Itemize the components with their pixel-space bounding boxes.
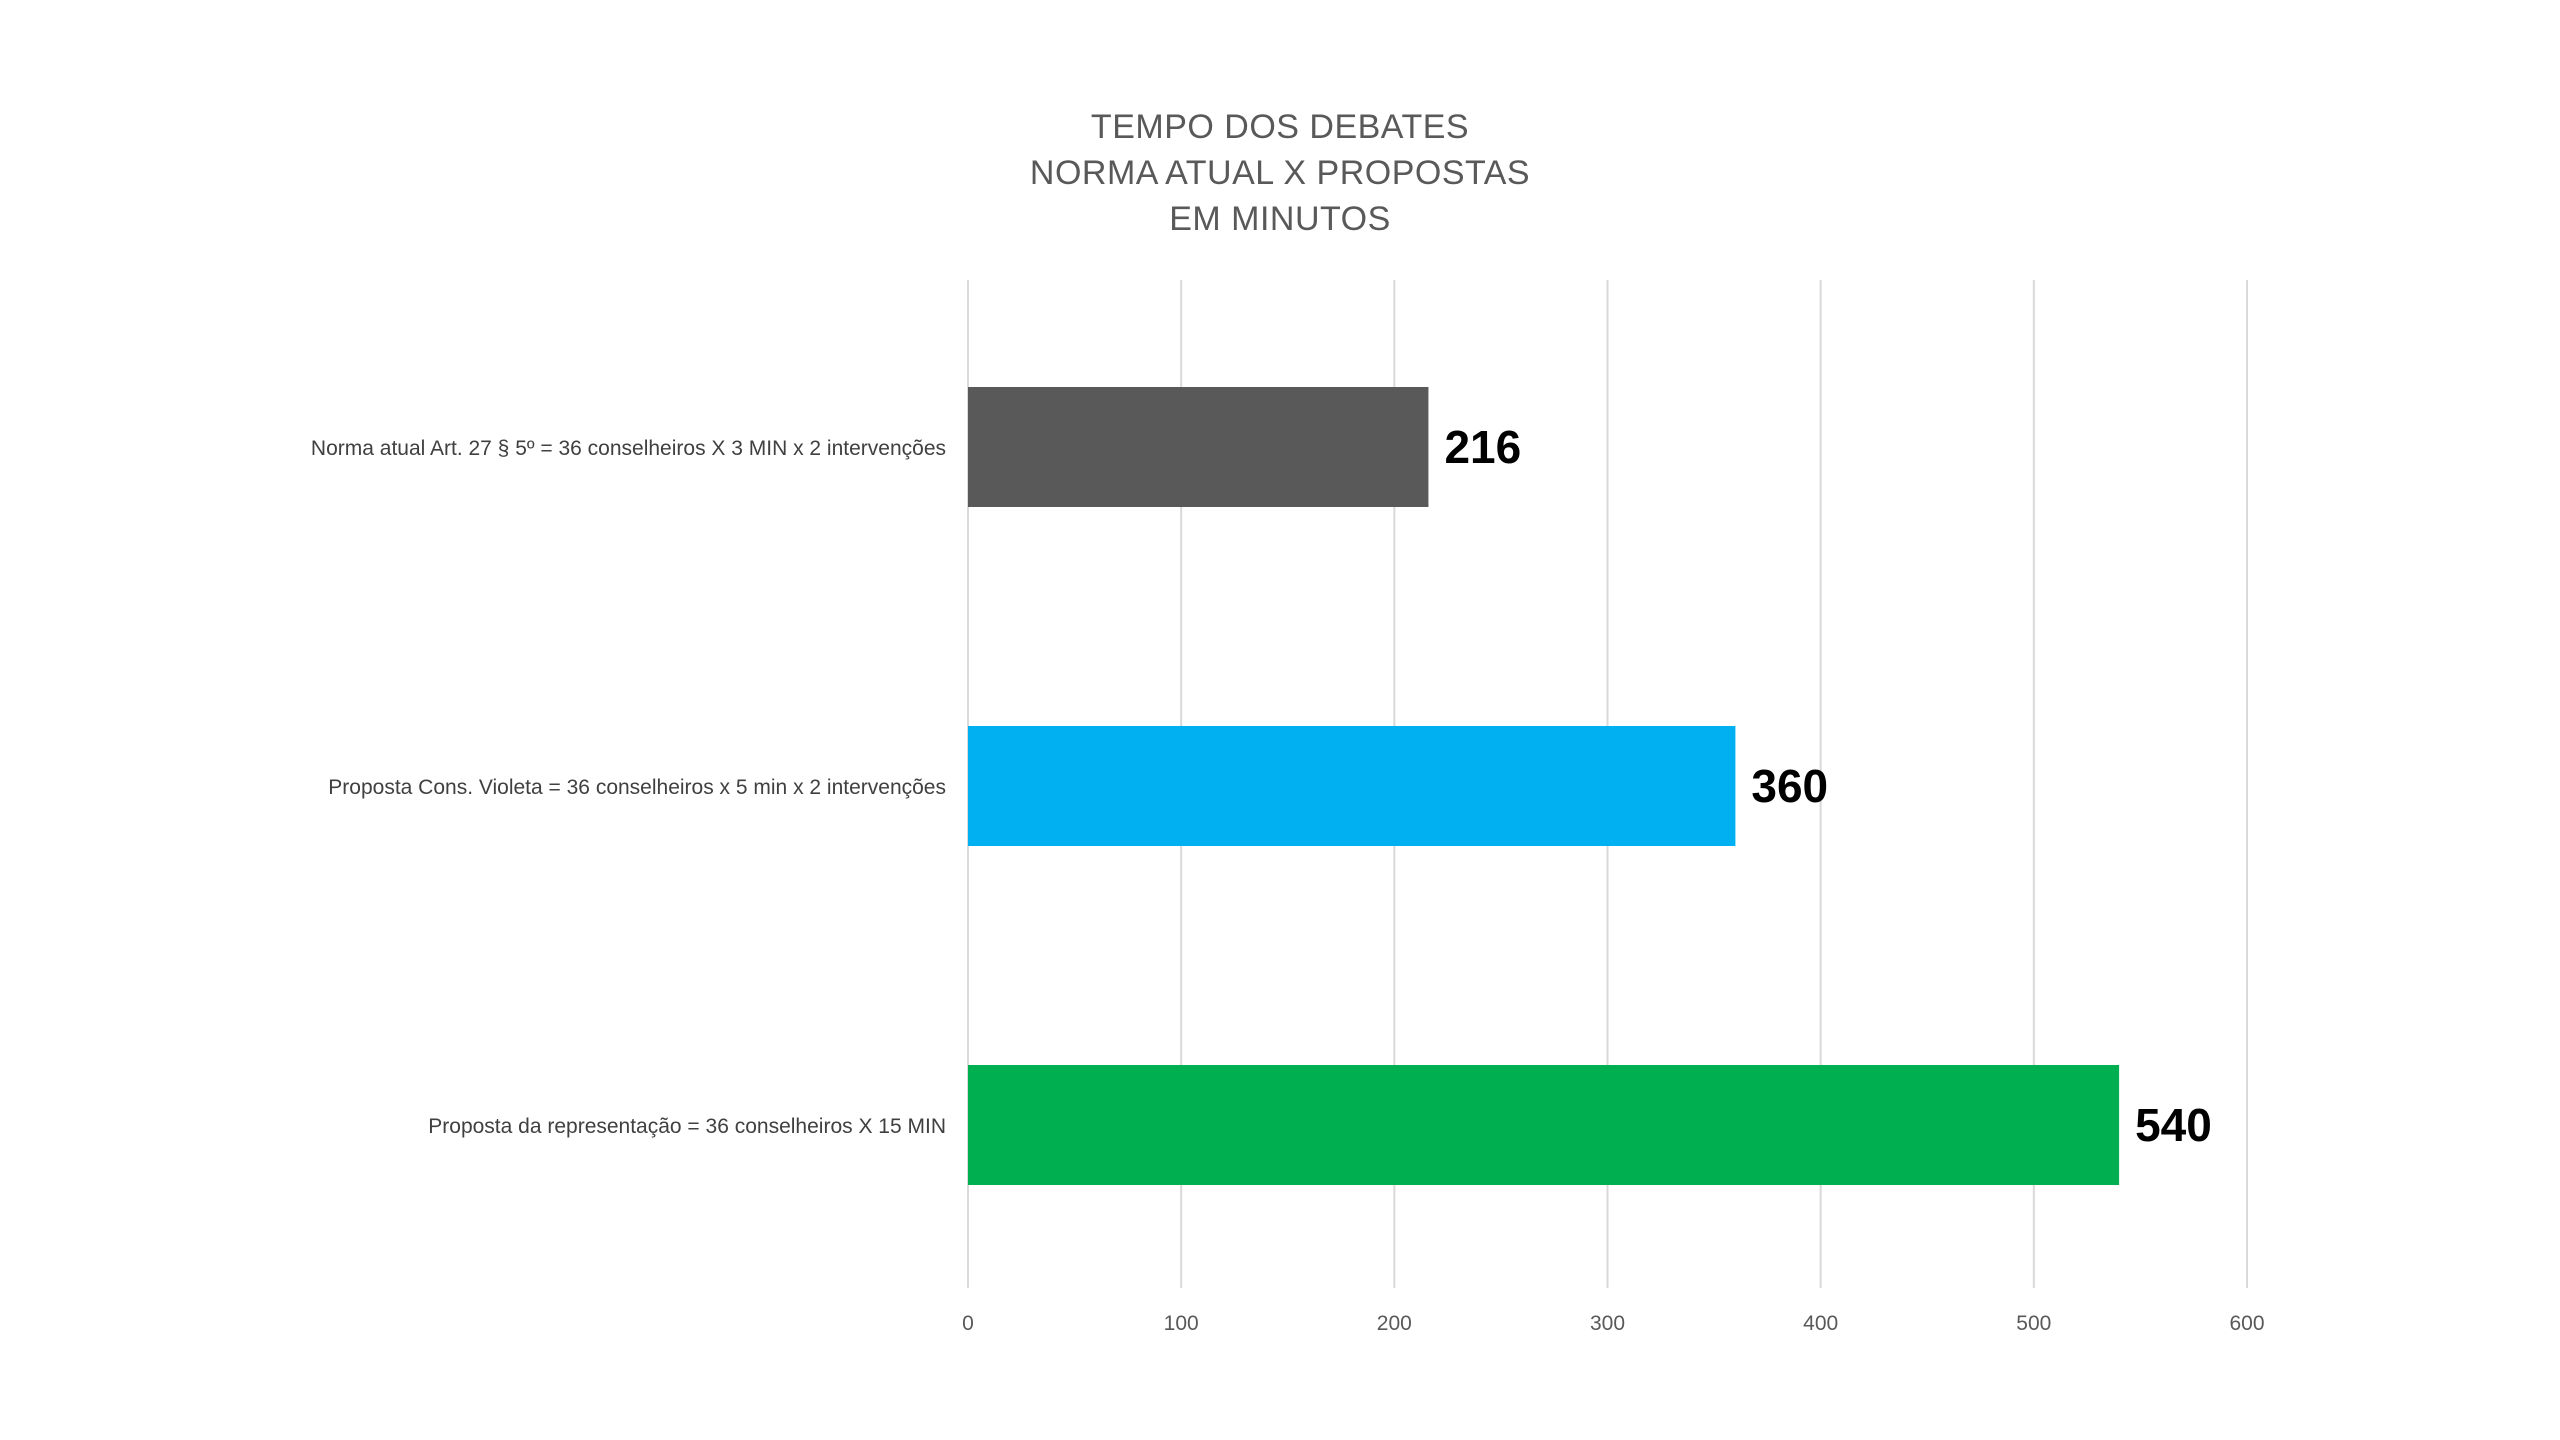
x-tick-label: 300 (1590, 1312, 1625, 1335)
data-label: 216 (1444, 421, 1521, 473)
x-tick-label: 500 (2016, 1312, 2051, 1335)
category-label: Proposta Cons. Violeta = 36 conselheiros… (328, 776, 946, 799)
chart-title-line-1: TEMPO DOS DEBATES (1090, 108, 1470, 146)
data-label: 540 (2135, 1099, 2212, 1151)
category-label: Proposta da representação = 36 conselhei… (428, 1115, 946, 1138)
x-tick-label: 400 (1803, 1312, 1838, 1335)
bar (968, 387, 1429, 507)
x-tick-label: 100 (1164, 1312, 1199, 1335)
data-label: 360 (1751, 760, 1828, 812)
category-label: Norma atual Art. 27 § 5º = 36 conselheir… (311, 437, 946, 460)
bar (968, 1065, 2120, 1185)
x-tick-label: 200 (1377, 1312, 1412, 1335)
chart-title-line-2: NORMA ATUAL X PROPOSTAS (1029, 154, 1531, 192)
x-tick-label: 0 (962, 1312, 974, 1335)
x-tick-label: 600 (2229, 1312, 2264, 1335)
bar (968, 726, 1736, 846)
chart-title-line-3: EM MINUTOS (1169, 200, 1391, 238)
